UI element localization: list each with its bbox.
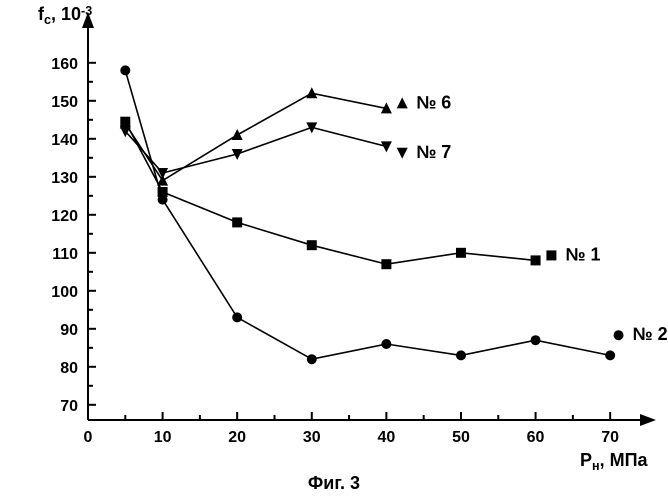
svg-text:90: 90: [60, 322, 78, 339]
svg-text:70: 70: [601, 429, 619, 446]
svg-text:0: 0: [84, 429, 93, 446]
svg-text:№ 7: № 7: [416, 142, 451, 162]
svg-text:50: 50: [452, 429, 470, 446]
svg-text:110: 110: [52, 246, 78, 263]
svg-text:10: 10: [154, 429, 172, 446]
svg-text:20: 20: [228, 429, 246, 446]
svg-text:120: 120: [51, 208, 78, 225]
svg-text:160: 160: [51, 56, 78, 73]
line-chart: 0 10 20 30 40 50 60 70 70 80 90 100 110 120 130 140 150 1…: [0, 0, 668, 500]
svg-text:№ 6: № 6: [416, 92, 451, 112]
svg-text:140: 140: [51, 132, 78, 149]
svg-text:100: 100: [51, 284, 78, 301]
svg-text:Pн, МПа: Pн, МПа: [580, 450, 649, 473]
svg-text:60: 60: [527, 429, 545, 446]
svg-text:130: 130: [51, 170, 78, 187]
svg-text:70: 70: [60, 398, 78, 415]
svg-text:80: 80: [60, 360, 78, 377]
svg-text:150: 150: [51, 94, 78, 111]
svg-text:30: 30: [303, 429, 321, 446]
chart-container: 0 10 20 30 40 50 60 70 70 80 90 100 110 120 130 140 150 1…: [0, 0, 668, 500]
svg-text:№ 1: № 1: [565, 244, 600, 264]
svg-text:40: 40: [377, 429, 395, 446]
svg-text:№ 2: № 2: [633, 324, 668, 344]
figure-caption: Фиг. 3: [0, 473, 668, 494]
